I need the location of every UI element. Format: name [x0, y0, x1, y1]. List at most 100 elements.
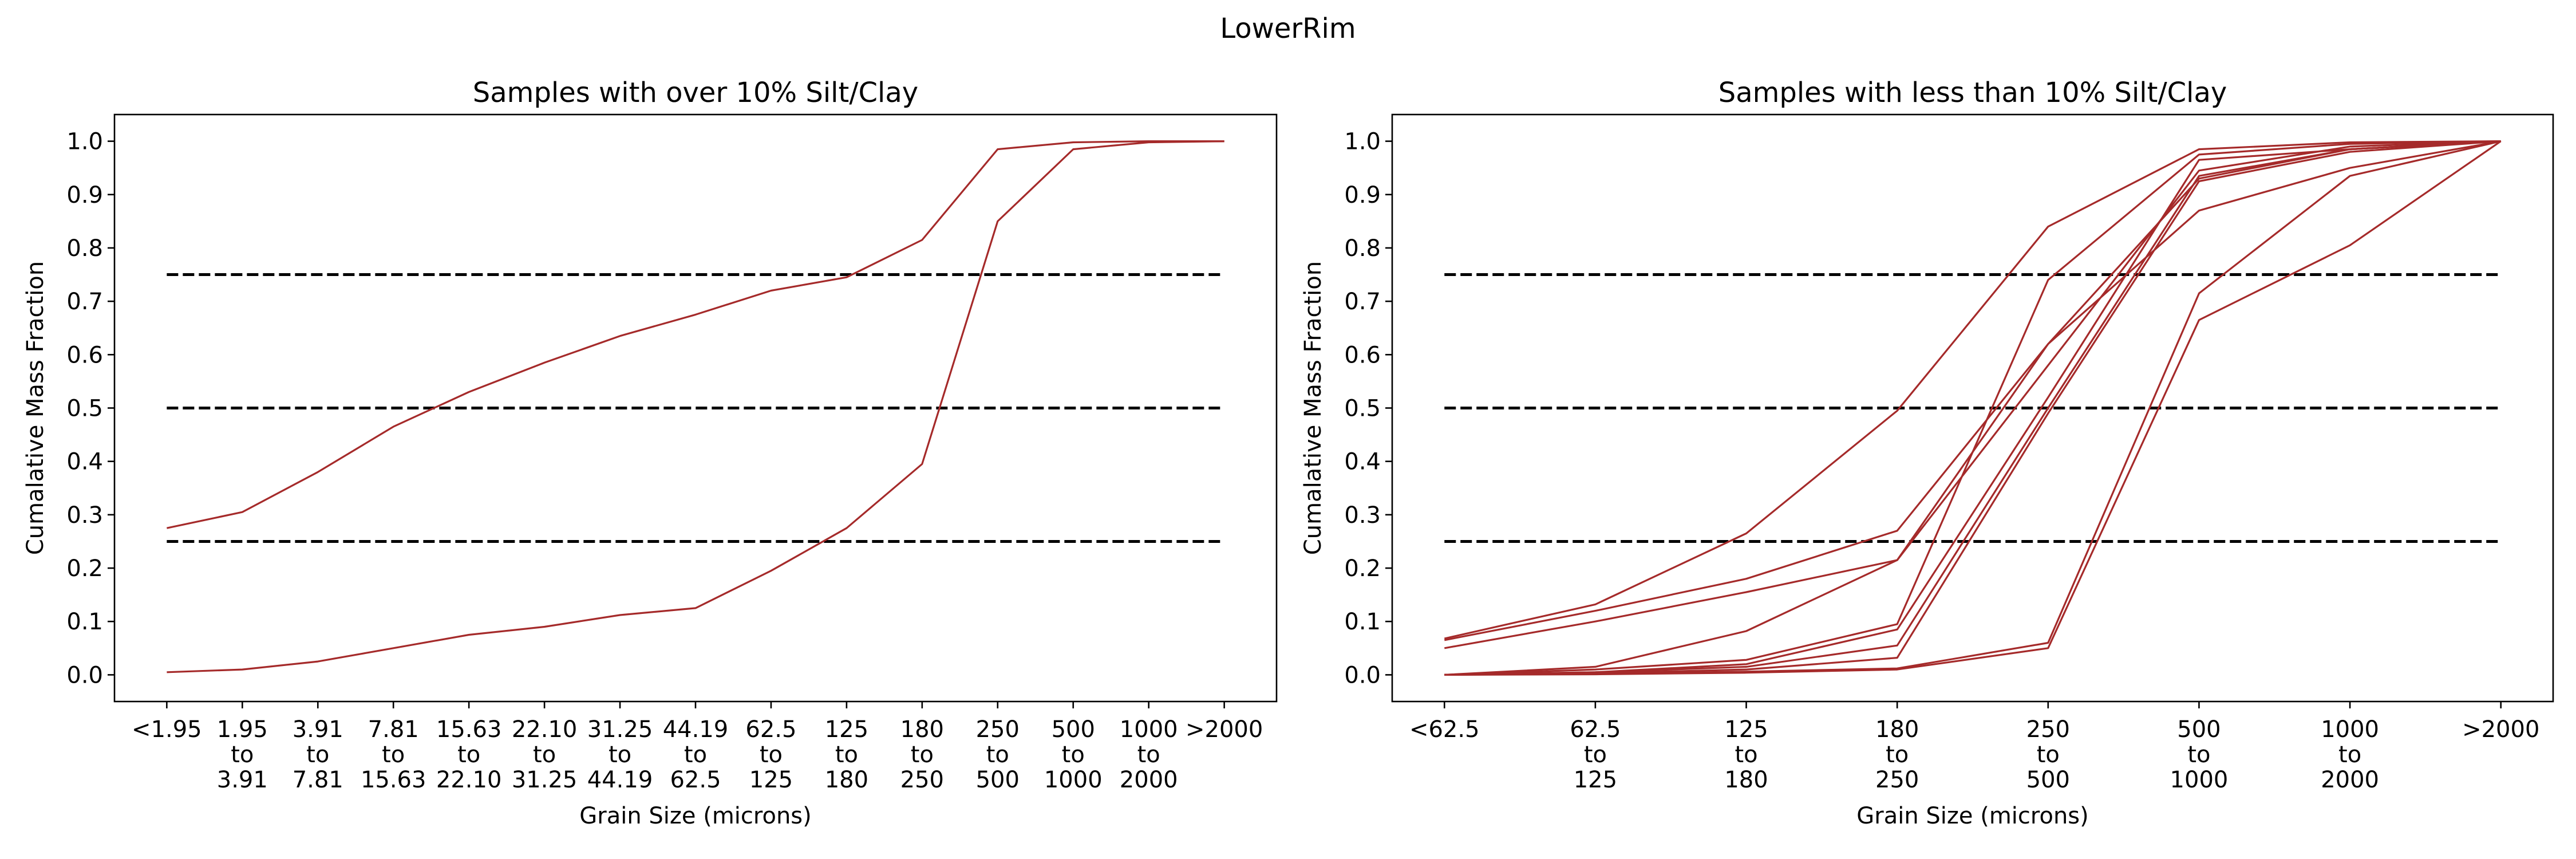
x-tick-label: 15.63	[436, 716, 502, 743]
x-tick-label: 31.25	[512, 767, 578, 793]
x-tick-label: to	[1062, 742, 1085, 768]
series-line	[167, 140, 1224, 673]
x-tick-label: to	[609, 742, 631, 768]
x-tick-label: 250	[900, 767, 944, 793]
x-tick-label: 62.5	[745, 716, 796, 743]
x-tick-label: to	[1886, 742, 1909, 768]
x-tick-label: 125	[825, 716, 868, 743]
plot-title: Samples with over 10% Silt/Clay	[473, 77, 918, 109]
x-tick-label: 180	[1724, 767, 1768, 793]
series-line	[1444, 140, 2502, 676]
series-line	[1444, 140, 2501, 649]
y-tick-label: 0.2	[66, 555, 103, 582]
figure-title: LowerRim	[1220, 13, 1356, 45]
y-tick-label: 0.3	[1344, 502, 1381, 529]
x-tick-label: 1000	[1120, 716, 1178, 743]
y-tick-label: 0.1	[66, 609, 103, 635]
y-tick-label: 0.7	[1344, 289, 1381, 315]
series-line	[1444, 140, 2501, 641]
series-line	[1444, 140, 2501, 640]
x-tick-label: 2000	[1120, 767, 1178, 793]
x-tick-label: 22.10	[436, 767, 502, 793]
x-tick-label: 3.91	[217, 767, 268, 793]
x-tick-label: to	[231, 742, 254, 768]
y-tick-label: 1.0	[66, 129, 103, 155]
series-line	[167, 140, 1224, 529]
x-tick-label: to	[306, 742, 329, 768]
x-tick-label: 44.19	[587, 767, 653, 793]
x-tick-label: 250	[2026, 716, 2070, 743]
x-tick-label: 7.81	[368, 716, 419, 743]
plot-title: Samples with less than 10% Silt/Clay	[1718, 77, 2227, 109]
y-tick-label: 0.5	[66, 396, 103, 422]
y-tick-label: 0.9	[1344, 182, 1381, 208]
y-tick-label: 0.0	[66, 662, 103, 688]
x-tick-label: 2000	[2321, 767, 2379, 793]
y-tick-label: 0.3	[66, 502, 103, 529]
x-tick-label: 1000	[2170, 767, 2229, 793]
x-tick-label: 125	[1574, 767, 1617, 793]
series-line	[1444, 140, 2501, 676]
y-tick-label: 0.2	[1344, 555, 1381, 582]
y-tick-label: 0.5	[1344, 396, 1381, 422]
x-tick-label: 62.5	[670, 767, 721, 793]
y-tick-label: 0.8	[66, 235, 103, 262]
x-tick-label: to	[835, 742, 858, 768]
y-axis-label: Cumalative Mass Fraction	[22, 261, 49, 555]
x-tick-label: 500	[2026, 767, 2070, 793]
x-tick-label: 125	[1724, 716, 1768, 743]
x-tick-label: 15.63	[361, 767, 426, 793]
x-tick-label: 1000	[2321, 716, 2379, 743]
x-tick-label: 22.10	[512, 716, 578, 743]
x-tick-label: to	[911, 742, 934, 768]
x-tick-label: 500	[2177, 716, 2221, 743]
x-tick-label: to	[1735, 742, 1757, 768]
x-tick-label: 250	[1875, 767, 1919, 793]
x-axis-label: Grain Size (microns)	[1856, 803, 2088, 829]
x-tick-label: to	[2037, 742, 2060, 768]
x-tick-label: <62.5	[1409, 716, 1480, 743]
x-tick-label: 7.81	[293, 767, 343, 793]
x-tick-label: 250	[976, 716, 1020, 743]
y-axis-label: Cumalative Mass Fraction	[1300, 261, 1326, 555]
x-tick-label: 180	[825, 767, 868, 793]
x-tick-label: to	[684, 742, 707, 768]
y-tick-label: 0.6	[1344, 342, 1381, 368]
x-tick-label: 1000	[1044, 767, 1103, 793]
y-tick-label: 0.1	[1344, 609, 1381, 635]
y-tick-label: 0.6	[66, 342, 103, 368]
x-tick-label: 44.19	[663, 716, 729, 743]
x-tick-label: to	[2187, 742, 2210, 768]
x-tick-label: 180	[900, 716, 944, 743]
x-tick-label: >2000	[1186, 716, 1263, 743]
x-tick-label: to	[533, 742, 556, 768]
x-tick-label: to	[760, 742, 783, 768]
y-tick-label: 0.8	[1344, 235, 1381, 262]
x-tick-label: 500	[976, 767, 1020, 793]
x-tick-label: 125	[749, 767, 793, 793]
x-tick-label: 31.25	[587, 716, 653, 743]
plot-over-10-percent: Samples with over 10% Silt/Clay 0.0 0.1 0.2…	[22, 77, 1278, 829]
x-tick-label: 180	[1875, 716, 1919, 743]
y-tick-label: 0.0	[1344, 662, 1381, 688]
y-tick-label: 1.0	[1344, 129, 1381, 155]
y-tick-label: 0.9	[66, 182, 103, 208]
x-tick-label: <1.95	[132, 716, 202, 743]
x-tick-label: 3.91	[293, 716, 343, 743]
y-tick-label: 0.4	[66, 449, 103, 475]
x-tick-label: 1.95	[217, 716, 268, 743]
y-tick-label: 0.7	[66, 289, 103, 315]
y-tick-label: 0.4	[1344, 449, 1381, 475]
x-tick-label: to	[1137, 742, 1160, 768]
x-axis-label: Grain Size (microns)	[579, 803, 811, 829]
series-line	[1444, 140, 2501, 676]
x-tick-label: to	[2338, 742, 2361, 768]
x-tick-label: to	[382, 742, 405, 768]
x-tick-label: to	[457, 742, 480, 768]
x-tick-label: to	[1584, 742, 1607, 768]
x-tick-label: to	[986, 742, 1009, 768]
x-tick-label: 62.5	[1570, 716, 1621, 743]
plot-less-than-10-percent: Samples with less than 10% Silt/Clay 0.0 0…	[1300, 77, 2554, 829]
x-tick-label: >2000	[2462, 716, 2539, 743]
